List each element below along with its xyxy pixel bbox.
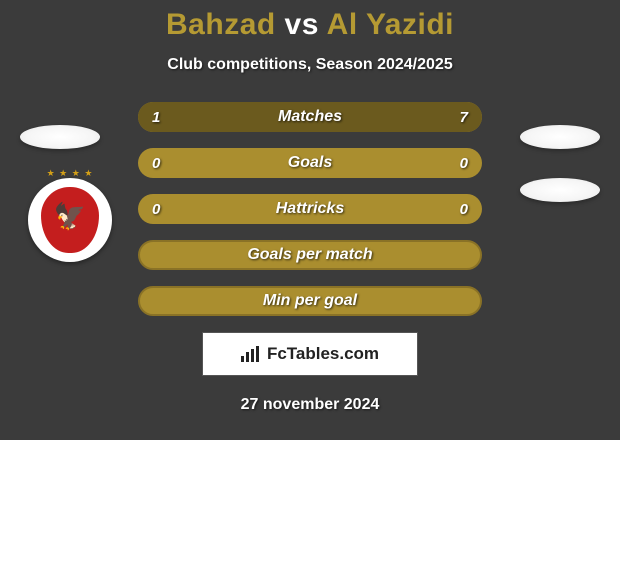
crest-shield: 🦅 — [41, 187, 99, 253]
date-text: 27 november 2024 — [0, 396, 620, 414]
club-crest: ★ ★ ★ ★ 🦅 — [28, 178, 112, 262]
bar-label: Hattricks — [138, 194, 482, 224]
bar-label: Goals per match — [138, 240, 482, 270]
bar-row: 00Goals — [138, 148, 482, 178]
player2-name: Al Yazidi — [327, 8, 454, 41]
bar-label: Min per goal — [138, 286, 482, 316]
branding-box: FcTables.com — [202, 332, 418, 376]
vs-text: vs — [285, 8, 319, 41]
bar-row: Min per goal — [138, 286, 482, 316]
comparison-bars: 17Matches 00Goals 00Hattricks Goals per mat… — [138, 102, 482, 316]
lower-background — [0, 440, 620, 580]
player1-badge-ellipse — [20, 125, 100, 149]
content-wrapper: Bahzad vs Al Yazidi Club competitions, S… — [0, 0, 620, 414]
bar-row: Goals per match — [138, 240, 482, 270]
page-title: Bahzad vs Al Yazidi — [0, 8, 620, 42]
player2-badge-ellipse-2 — [520, 178, 600, 202]
bar-row: 17Matches — [138, 102, 482, 132]
crest-stars-icon: ★ ★ ★ ★ — [47, 168, 94, 179]
bar-label: Matches — [138, 102, 482, 132]
bar-row: 00Hattricks — [138, 194, 482, 224]
chart-bars-icon — [241, 346, 261, 362]
subtitle: Club competitions, Season 2024/2025 — [0, 56, 620, 74]
branding-text: FcTables.com — [267, 344, 379, 364]
bar-label: Goals — [138, 148, 482, 178]
player1-name: Bahzad — [166, 8, 276, 41]
crest-eagle-icon: 🦅 — [54, 201, 86, 232]
player2-badge-ellipse-1 — [520, 125, 600, 149]
